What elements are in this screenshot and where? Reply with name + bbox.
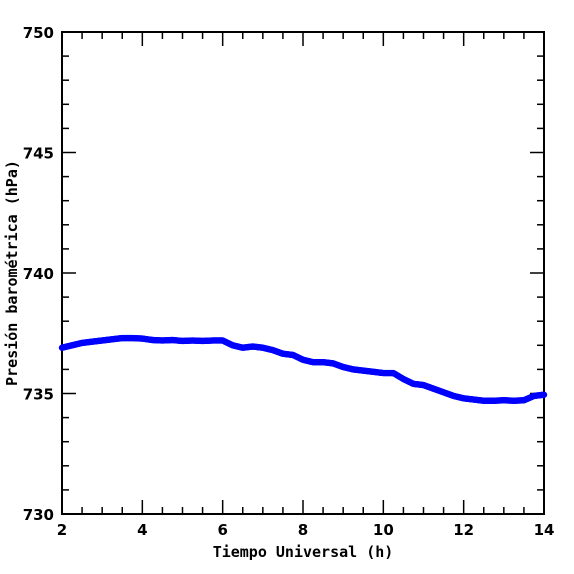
axis-ticks — [61, 31, 545, 515]
x-tick-label: 12 — [453, 521, 474, 539]
y-tick-labels: 730 735 740 745 750 — [23, 24, 54, 524]
y-tick-label: 730 — [23, 506, 54, 524]
x-tick-label: 14 — [534, 521, 555, 539]
y-axis-title: Presión barométrica (hPa) — [3, 160, 21, 386]
x-tick-labels: 2 4 6 8 10 12 14 — [57, 521, 555, 539]
y-tick-label: 740 — [23, 265, 54, 283]
x-tick-label: 10 — [373, 521, 394, 539]
x-tick-label: 2 — [57, 521, 67, 539]
x-tick-label: 4 — [137, 521, 147, 539]
plot-frame — [61, 31, 545, 515]
y-tick-label: 750 — [23, 24, 54, 42]
x-tick-label: 8 — [298, 521, 308, 539]
data-point — [540, 391, 548, 398]
y-tick-label: 735 — [23, 386, 54, 404]
x-axis-title: Tiempo Universal (h) — [213, 543, 394, 561]
y-tick-label: 745 — [23, 145, 54, 163]
x-tick-label: 6 — [217, 521, 227, 539]
series-points — [58, 334, 548, 404]
